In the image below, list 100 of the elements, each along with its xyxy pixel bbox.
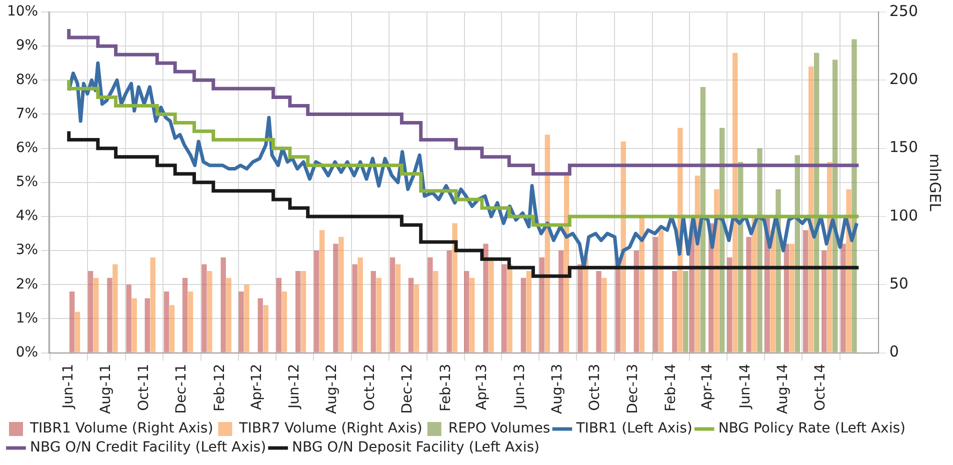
bar	[446, 250, 452, 352]
bar	[169, 305, 175, 352]
y-tick-label: 7%	[16, 106, 38, 122]
bar	[658, 230, 664, 352]
x-tick-label: Oct-12	[362, 364, 378, 411]
bar	[544, 134, 550, 352]
legend-label: TIBR1 Volume (Right Axis)	[29, 420, 214, 437]
bar	[188, 291, 194, 352]
bar	[258, 298, 263, 352]
bar	[226, 278, 232, 352]
bar	[107, 278, 112, 352]
y-tick-label: 9%	[16, 38, 38, 54]
bar	[112, 264, 118, 352]
x-tick-label: Aug-11	[98, 364, 114, 414]
legend-label: TIBR1 (Left Axis)	[575, 420, 692, 437]
x-tick-label: Feb-14	[663, 364, 680, 412]
bar	[578, 264, 583, 352]
bar	[150, 257, 156, 352]
bar	[319, 230, 325, 352]
x-tick-label: Jun-11	[60, 364, 76, 410]
bar	[370, 271, 376, 352]
bar	[502, 264, 507, 352]
bar	[634, 250, 640, 352]
bar	[276, 278, 282, 352]
x-tick-label: Feb-13	[438, 364, 454, 412]
bar	[822, 250, 827, 352]
bar	[433, 271, 438, 352]
bar	[295, 271, 301, 352]
y-tick-label: 1%	[16, 310, 38, 326]
bar	[752, 216, 757, 352]
bar	[683, 271, 688, 352]
legend-label: NBG O/N Deposit Facility (Left Axis)	[292, 440, 540, 456]
y2-tick-label: 100	[889, 206, 918, 224]
bar	[507, 264, 512, 352]
bar	[583, 257, 588, 352]
y-tick-label: 2%	[16, 276, 38, 292]
bar	[789, 244, 795, 352]
bar	[452, 223, 458, 352]
bar	[358, 257, 363, 352]
x-tick-label: Jun-13	[512, 364, 528, 410]
x-tick-label: Dec-11	[174, 364, 190, 414]
x-tick-label: Oct-14	[812, 364, 829, 411]
x-tick-label: Feb-12	[212, 364, 228, 412]
bar	[338, 236, 344, 352]
bar	[464, 271, 470, 352]
bar	[126, 284, 132, 352]
y2-axis-title: mlnGEL	[926, 154, 944, 212]
y2-tick-label: 150	[889, 138, 918, 156]
bar	[757, 148, 762, 352]
y-tick-label: 5%	[16, 174, 38, 190]
bar	[803, 230, 808, 352]
bar	[390, 257, 396, 352]
bar	[238, 291, 244, 352]
bar	[840, 244, 846, 352]
bar	[526, 271, 532, 352]
bar	[88, 271, 94, 352]
y-tick-label: 6%	[16, 140, 38, 156]
x-tick-label: Oct-13	[587, 364, 604, 411]
bar	[672, 271, 678, 352]
bar	[352, 264, 358, 352]
bar	[144, 298, 150, 352]
bar	[469, 278, 475, 352]
x-tick-label: Dec-12	[400, 364, 416, 414]
bar	[202, 264, 207, 352]
x-tick-label: Apr-14	[700, 364, 716, 410]
y-tick-label: 3%	[16, 242, 38, 258]
bar	[132, 298, 137, 352]
bar	[408, 278, 414, 352]
bar	[164, 291, 170, 352]
y2-tick-label: 0	[889, 342, 899, 361]
bar	[852, 39, 857, 352]
y-tick-label: 10%	[6, 4, 38, 20]
x-tick-label: Aug-13	[550, 364, 566, 414]
x-tick-label: Oct-11	[136, 364, 152, 411]
bar	[74, 312, 80, 352]
legend-label: REPO Volumes	[448, 420, 550, 437]
bar	[428, 257, 433, 352]
bar	[263, 305, 268, 352]
y-tick-label: 0%	[16, 344, 38, 360]
bar	[539, 257, 545, 352]
bar	[794, 155, 800, 352]
bar	[314, 250, 320, 352]
legend-label: NBG O/N Credit Facility (Left Axis)	[30, 440, 266, 456]
bar	[69, 291, 75, 352]
bar	[558, 250, 564, 352]
y2-tick-label: 250	[889, 2, 918, 20]
bar	[93, 278, 99, 352]
bar	[727, 257, 732, 352]
legend-label: NBG Policy Rate (Left Axis)	[718, 420, 906, 437]
bar	[333, 244, 338, 352]
legend-label: TIBR7 Volume (Right Axis)	[238, 420, 422, 437]
bar	[282, 291, 287, 352]
bar	[244, 284, 250, 352]
x-tick-label: Apr-13	[474, 364, 490, 410]
bar	[483, 244, 488, 352]
x-tick-label: Dec-13	[624, 364, 641, 414]
bar	[602, 278, 607, 352]
bar	[746, 236, 752, 352]
bar	[395, 264, 401, 352]
bar	[300, 271, 306, 352]
